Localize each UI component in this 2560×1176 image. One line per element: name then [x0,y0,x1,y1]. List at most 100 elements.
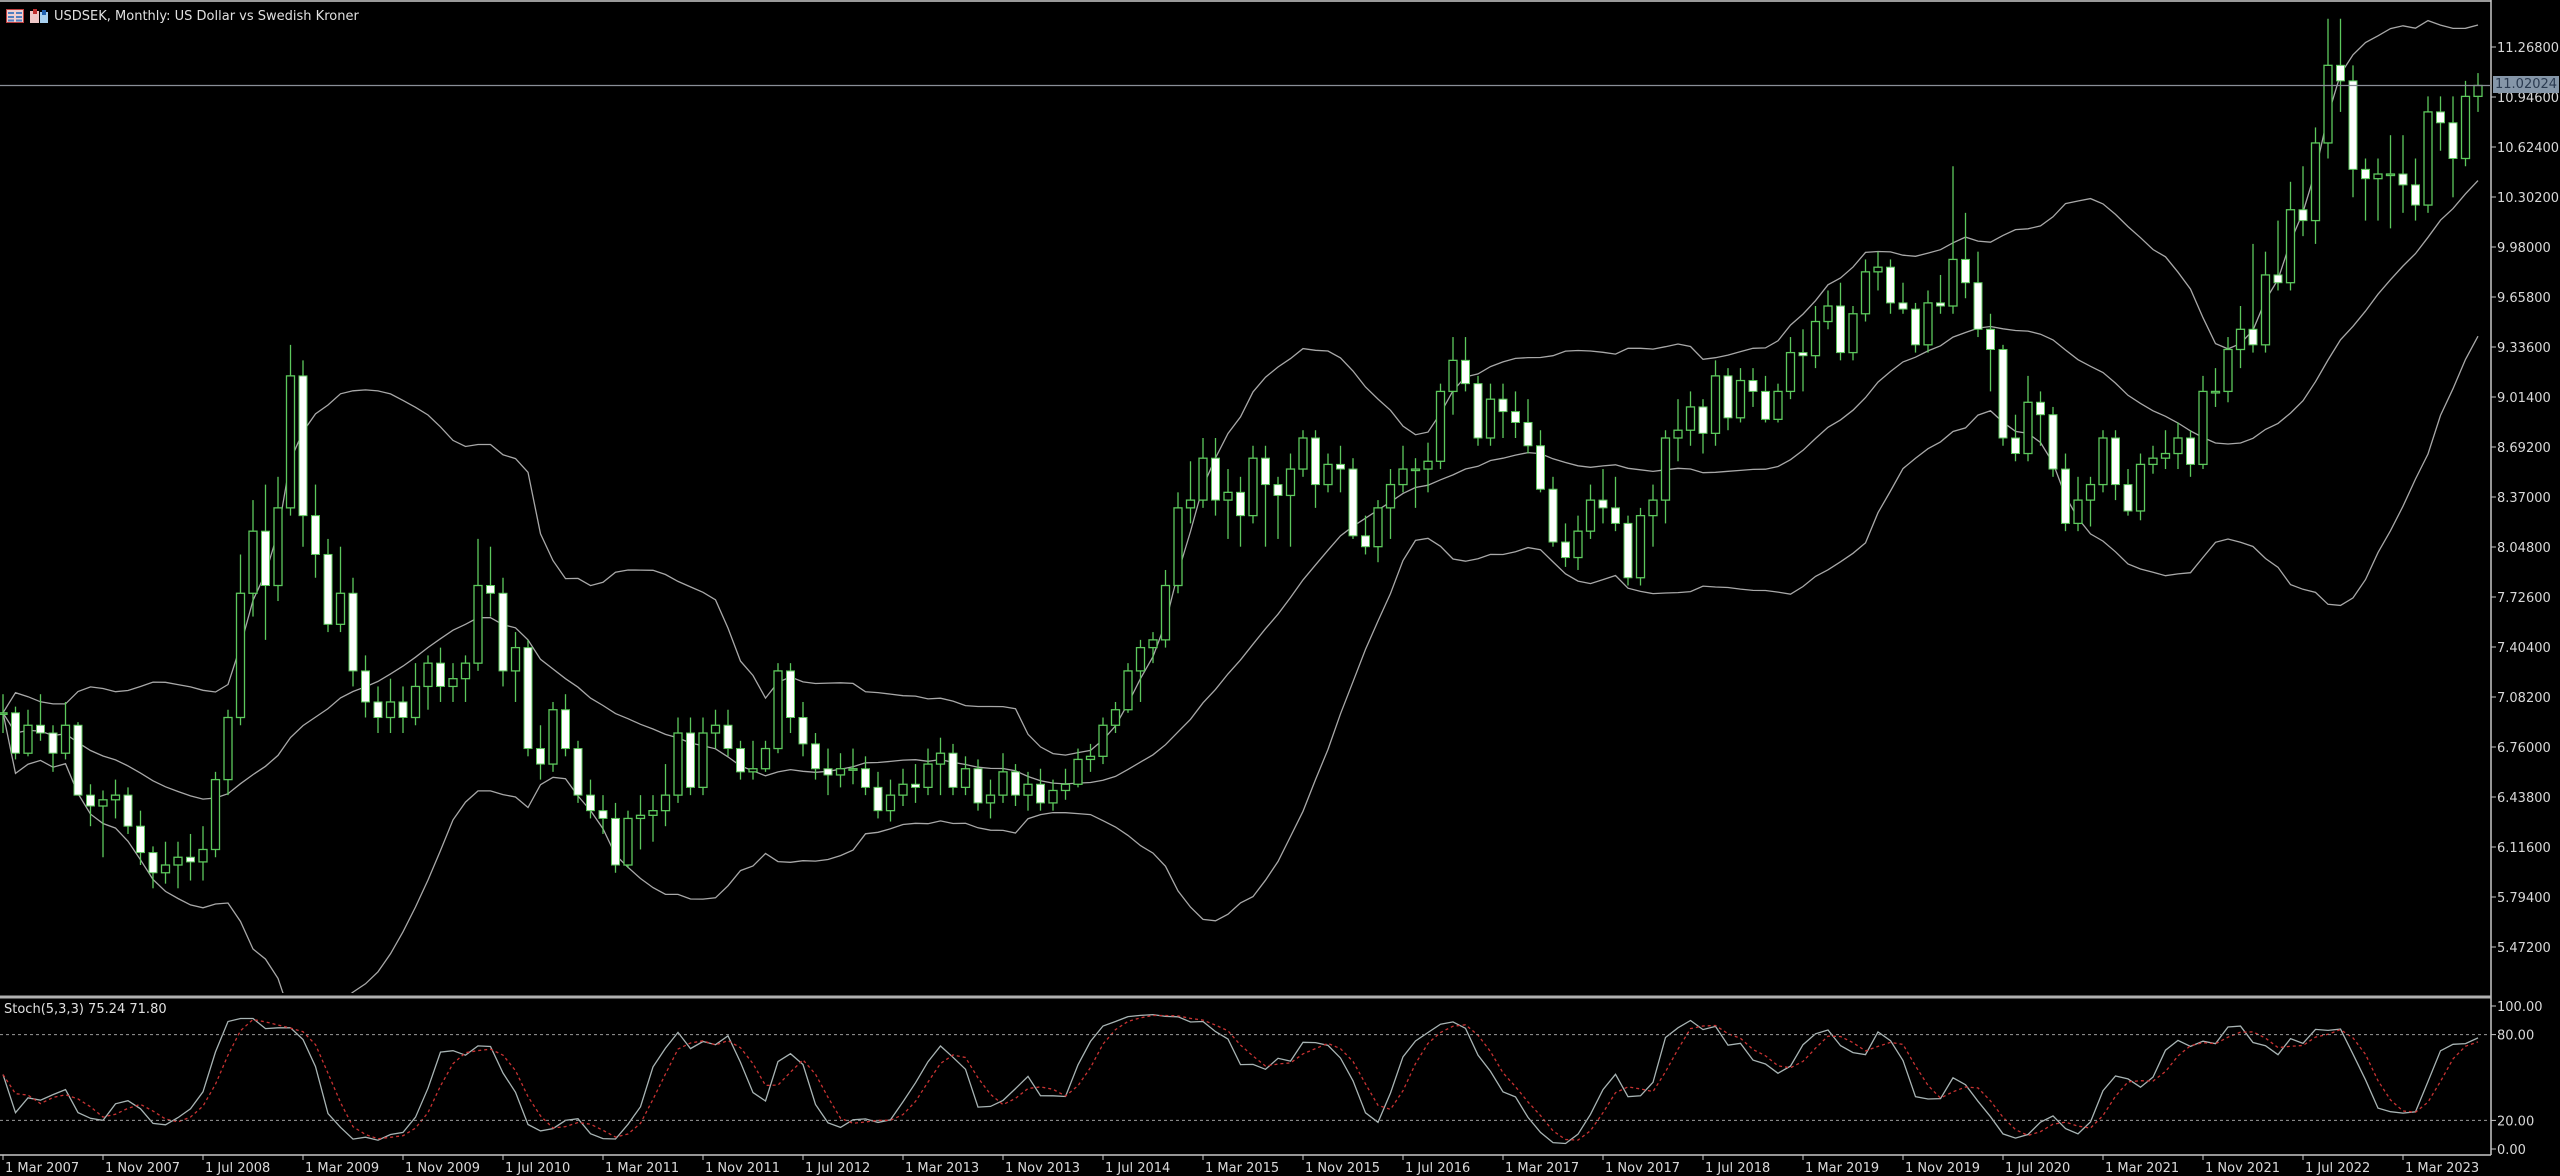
time-tick-label: 1 Nov 2013 [1005,1161,1080,1176]
candle-body-bear [598,810,608,819]
candle [160,841,171,884]
candle [2323,18,2333,159]
candle [311,484,320,578]
candle-body-bear [2411,184,2420,206]
candle-body-bull [1448,359,1458,393]
chart-title: USDSEK, Monthly: US Dollar vs Swedish Kr… [54,8,359,24]
candle-body-bull [0,712,8,715]
candle-body-bear [498,592,508,672]
candle [885,779,896,822]
stoch-tick-label: 100.00 [2497,1000,2543,1015]
candle-body-bear [1911,308,1920,346]
candle [1785,337,1796,400]
candle [960,756,971,796]
candle-body-bear [186,856,195,863]
chart-type-icon[interactable] [30,9,48,23]
candle [2398,135,2408,213]
candle-body-bear [1548,488,1558,543]
candle-body-bull [1410,468,1421,472]
candle-body-bull [1823,305,1833,323]
candle [2036,391,2045,446]
candle-body-bear [686,732,695,788]
candle [1698,399,1708,454]
stoch-main-line [2,1013,2479,1145]
candle [186,833,195,881]
candle [423,655,433,710]
candle [710,709,721,749]
time-tick-label: 1 Nov 2015 [1305,1161,1380,1176]
time-tick-label: 1 Jul 2022 [2305,1161,2370,1176]
candle-body-bull [1673,429,1683,439]
candle-body-bear [2448,122,2458,159]
price-tick-label: 9.01400 [2497,391,2551,406]
candle-body-bear [948,752,958,788]
candle-body-bear [561,709,570,750]
candle-body-bear [348,592,358,672]
candle-body-bear [1748,380,1758,392]
data-window-icon[interactable] [6,9,24,23]
candle-body-bear [798,716,808,745]
candle [798,701,808,757]
candle-body-bull [1198,457,1208,501]
candle [136,810,145,866]
candle [1873,251,1883,291]
candle-body-bull [2223,348,2233,393]
candle [748,740,758,780]
candle [2023,375,2033,462]
candle [1836,282,1845,361]
candle-body-bear [2061,468,2070,524]
candle-body-bull [1660,437,1671,501]
candle [1611,476,1620,532]
candle [1748,368,1758,407]
bollinger-middle-line [2,180,2479,800]
candle [1498,383,1508,438]
candle-body-bull [898,783,908,796]
candle-body-bear [2348,80,2358,170]
candle-body-bear [1473,383,1483,439]
time-tick-label: 1 Jul 2014 [1105,1161,1170,1176]
candle [523,639,533,757]
price-tick-label: 5.79400 [2497,891,2551,906]
time-tick-label: 1 Nov 2021 [2205,1161,2280,1176]
candle [410,663,421,726]
candle-body-bull [1110,709,1121,726]
candle [385,678,396,734]
candle [48,725,58,772]
price-tick-label: 7.40400 [2497,641,2551,656]
candle-body-bear [1523,421,1533,447]
candle-body-bull [1398,468,1408,486]
candle [1448,337,1458,415]
candle [1573,515,1583,570]
candle-body-bull [1223,491,1233,501]
candle [2235,306,2246,369]
candle-body-bear [2111,437,2120,486]
candle-body-bull [448,678,458,688]
candle-body-bull [410,685,421,719]
candle-body-bull [623,817,633,866]
candle [2098,430,2108,493]
candle-body-bear [73,724,83,796]
candle [998,753,1008,803]
candle [486,546,495,617]
candle [586,779,595,819]
candle [623,810,633,869]
candle-body-bear [2336,64,2345,82]
candle [1998,344,2008,446]
candle [1423,442,1433,493]
candle [1098,717,1108,765]
candle [1848,306,1858,361]
stoch-tick-label: 80.00 [2497,1029,2534,1044]
candle [1511,391,1520,438]
candle [1060,768,1071,800]
candle-body-bull [60,724,71,754]
candle [1173,492,1183,594]
candle-body-bull [23,724,33,754]
candle [1011,764,1020,807]
candle [285,344,296,516]
price-tick-label: 5.47200 [2497,941,2551,956]
candle-body-bear [2361,168,2370,180]
stochastic-label: Stoch(5,3,3) 75.24 71.80 [4,1002,167,1017]
candle [848,748,858,785]
candle-body-bull [1735,379,1746,419]
